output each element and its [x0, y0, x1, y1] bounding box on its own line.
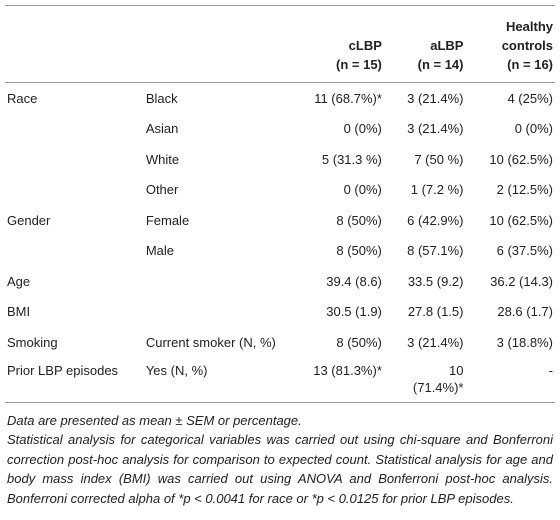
header-cell: Healthy controls (n = 16)	[465, 6, 555, 83]
cell-line: (n = 14)	[417, 57, 464, 72]
table-cell: 4 (25%)	[507, 90, 553, 106]
table-cell	[5, 114, 146, 145]
table-cell: 10 (71.4%)*	[384, 358, 466, 403]
table-cell: 3 (18.8%)	[496, 334, 553, 350]
table-cell: 7 (50 %)	[414, 151, 464, 167]
table-cell	[146, 266, 304, 297]
cell-line: controls	[501, 38, 553, 53]
table-cell: Smoking	[7, 334, 58, 350]
cell-line: Healthy	[506, 19, 553, 34]
table-figure: cLBP (n = 15) aLBP (n = 14) Healthy controls (…	[5, 5, 555, 508]
table-cell: 6 (37.5%)	[496, 243, 553, 259]
header-cell	[5, 6, 146, 83]
table-cell: 27.8 (1.5)	[407, 304, 464, 320]
cell-line: (n = 15)	[336, 57, 382, 72]
table-cell: 10 (62.5%)	[489, 151, 553, 167]
table-row: Smoking Current smoker (N, %) 8 (50%) 3 (21…	[5, 327, 555, 358]
table-cell: -	[548, 362, 553, 378]
table-cell: Age	[7, 273, 31, 289]
table-cell: 8 (50%)	[336, 212, 382, 228]
table-row: White 5 (31.3 %) 7 (50 %) 10 (62.5%)	[5, 144, 555, 175]
table-cell: 1 (7.2 %)	[410, 182, 464, 198]
table-cell: Gender	[7, 212, 51, 228]
table-cell: 13 (81.3%)*	[313, 362, 382, 378]
table-row: Prior LBP episodes Yes (N, %) 13 (81.3%)* 1…	[5, 358, 555, 403]
table-cell: 36.2 (14.3)	[490, 273, 553, 289]
table-row: Race Black 11 (68.7%)* 3 (21.4%) 4 (25%)	[5, 83, 555, 114]
table-cell: Current smoker (N, %)	[145, 334, 276, 350]
footnote: Statistical analysis for categorical var…	[7, 432, 553, 506]
table-body: Race Black 11 (68.7%)* 3 (21.4%) 4 (25%) Asia…	[5, 83, 555, 403]
table-row: Male 8 (50%) 8 (57.1%) 6 (37.5%)	[5, 236, 555, 267]
table-cell: White	[145, 151, 180, 167]
table-cell: 33.5 (9.2)	[407, 273, 464, 289]
table-cell: BMI	[7, 304, 31, 320]
table-row: Other 0 (0%) 1 (7.2 %) 2 (12.5%)	[5, 175, 555, 206]
cell-line: (71.4%)*	[412, 379, 464, 395]
table-cell: 10 (62.5%)	[489, 212, 553, 228]
table-cell: Male	[145, 243, 175, 259]
table-cell: Yes (N, %)	[145, 362, 208, 378]
table-cell: Other	[145, 182, 179, 198]
cell-line: aLBP	[430, 38, 464, 53]
table-cell: 0 (0%)	[343, 121, 382, 137]
table-cell: 8 (50%)	[336, 334, 382, 350]
table-cell: 2 (12.5%)	[496, 182, 553, 198]
footnote: Data are presented as mean ± SEM or perc…	[7, 412, 302, 428]
table-cell: 5 (31.3 %)	[321, 151, 382, 167]
table-cell: 8 (50%)	[336, 243, 382, 259]
table-cell: 6 (42.9%)	[407, 212, 464, 228]
table-cell: 11 (68.7%)*	[314, 90, 382, 106]
table-cell: Race	[7, 90, 38, 106]
table-row: Asian 0 (0%) 3 (21.4%) 0 (0%)	[5, 114, 555, 145]
table-cell: 8 (57.1%)	[407, 243, 464, 259]
header-cell: cLBP (n = 15)	[304, 6, 384, 83]
table-cell: 0 (0%)	[343, 182, 382, 198]
table-cell: 28.6 (1.7)	[497, 304, 553, 320]
table-cell: 39.4 (8.6)	[326, 273, 382, 289]
header-cell: aLBP (n = 14)	[384, 6, 466, 83]
table-row: Age 39.4 (8.6) 33.5 (9.2) 36.2 (14.3)	[5, 266, 555, 297]
table-cell: 0 (0%)	[514, 121, 553, 137]
table-cell: Black	[145, 90, 178, 106]
table-row: Gender Female 8 (50%) 6 (42.9%) 10 (62.5%)	[5, 205, 555, 236]
table-cell: 3 (21.4%)	[407, 90, 464, 106]
header-cell	[146, 6, 304, 83]
header-row: cLBP (n = 15) aLBP (n = 14) Healthy controls (…	[5, 5, 555, 83]
table-cell: Female	[145, 212, 190, 228]
table-cell: Asian	[145, 121, 179, 137]
footnotes: Data are presented as mean ± SEM or perc…	[5, 411, 555, 509]
table-cell: Prior LBP episodes	[7, 362, 119, 378]
table-cell	[5, 175, 146, 206]
table-cell: 30.5 (1.9)	[326, 304, 382, 320]
table-cell	[5, 144, 146, 175]
cell-line: (n = 16)	[507, 57, 553, 72]
table-cell	[146, 297, 304, 328]
table-cell: 3 (21.4%)	[407, 121, 464, 137]
table-cell: 3 (21.4%)	[407, 334, 464, 350]
table: cLBP (n = 15) aLBP (n = 14) Healthy controls (…	[5, 5, 555, 403]
table-row: BMI 30.5 (1.9) 27.8 (1.5) 28.6 (1.7)	[5, 297, 555, 328]
table-cell	[5, 236, 146, 267]
cell-line: 10	[449, 362, 464, 378]
cell-line: cLBP	[348, 38, 382, 53]
